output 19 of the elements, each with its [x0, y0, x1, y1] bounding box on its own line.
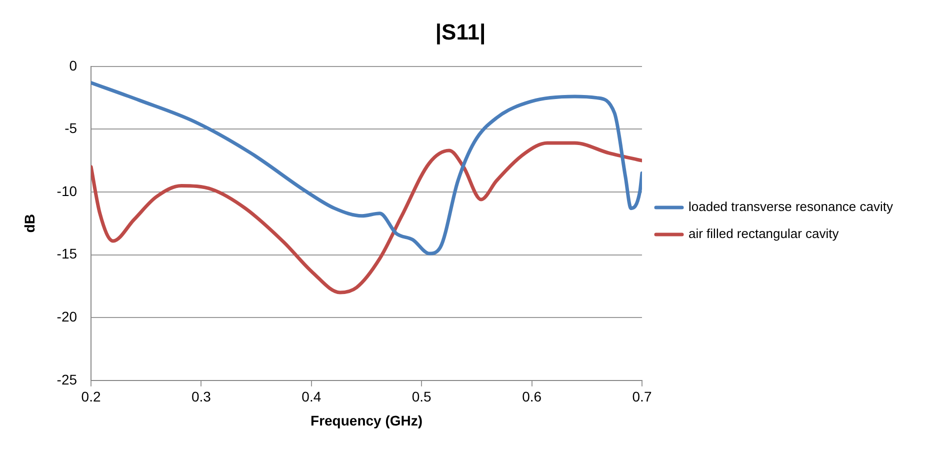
x-tick-label: 0.6 — [522, 388, 542, 405]
legend-label: air filled rectangular cavity — [688, 226, 840, 242]
y-tick-label: -20 — [56, 308, 78, 324]
x-tick-label: 0.3 — [191, 388, 212, 405]
x-axis-title: Frequency (GHz) — [310, 412, 423, 428]
legend-label: loaded transverse resonance cavity — [688, 199, 894, 214]
line-series — [91, 141, 642, 294]
y-tick-label: -5 — [64, 120, 78, 136]
y-tick-label: -15 — [56, 246, 78, 262]
line-series — [91, 80, 642, 256]
x-tick-label: 0.4 — [302, 388, 322, 405]
y-tick-label: 0 — [69, 57, 78, 74]
x-tick-label: 0.7 — [632, 388, 652, 405]
y-tick-label: -25 — [56, 371, 78, 388]
x-tick-label: 0.5 — [412, 388, 432, 405]
chart-title: |S11| — [435, 19, 486, 44]
x-tick-label: 0.2 — [81, 388, 101, 405]
y-tick-label: -10 — [56, 182, 78, 199]
y-axis-title: dB — [21, 214, 38, 233]
